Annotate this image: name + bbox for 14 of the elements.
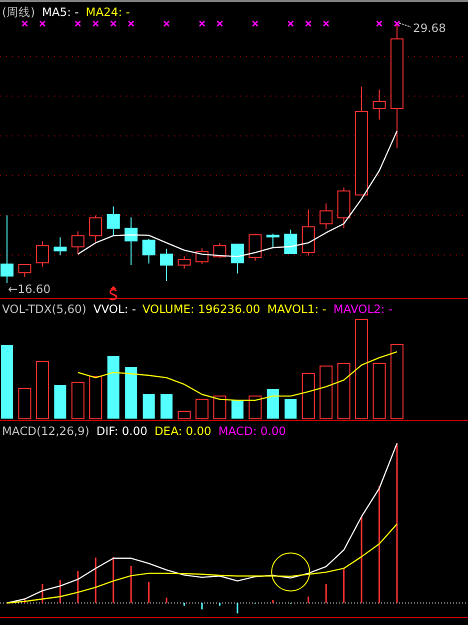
legend-label: MA24: - (86, 5, 130, 19)
text: MACD: 0.00 (218, 424, 286, 438)
chart-title: MACD(12,26,9) (2, 424, 90, 438)
chart-title: VOL-TDX(5,60) (2, 302, 86, 316)
text: 29.68 (413, 21, 446, 35)
text: MAVOL1: - (267, 302, 326, 316)
text: VOLUME: 196236.00 (142, 302, 260, 316)
text: DEA: 0.00 (154, 424, 212, 438)
text: MA5: - (42, 5, 79, 19)
text: VVOL: - (93, 302, 136, 316)
text: DIF: 0.00 (96, 424, 148, 438)
legend-label: MAVOL2: - (333, 302, 393, 316)
chart-title: (周线) (2, 5, 35, 19)
annotation: ←16.60 (8, 282, 51, 296)
